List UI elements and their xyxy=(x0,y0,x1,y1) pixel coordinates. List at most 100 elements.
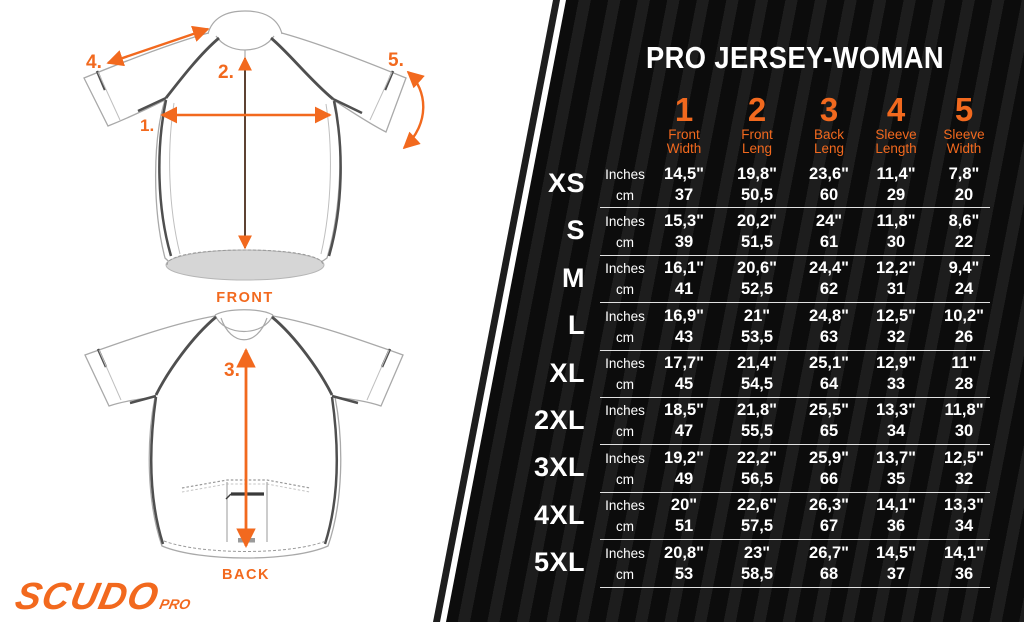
front-collar xyxy=(207,10,283,58)
value-cell: 49 xyxy=(674,469,694,488)
value-cell: 22 xyxy=(954,232,974,251)
value-cell: 16,9" xyxy=(664,306,704,325)
size-label: M xyxy=(562,262,585,293)
measure-3-label: 3. xyxy=(224,360,240,381)
cm-line: cm 51 57,5 67 36 34 xyxy=(530,516,997,538)
cm-line: cm 47 55,5 65 34 30 xyxy=(530,421,997,443)
row-divider xyxy=(600,444,990,446)
value-cell: 58,5 xyxy=(740,564,774,583)
size-label: 3XL xyxy=(533,452,585,483)
column-label-line1: Sleeve xyxy=(943,127,985,142)
value-cell: 20,6" xyxy=(737,259,777,278)
unit-label-inches: Inches xyxy=(605,356,645,372)
unit-label-cm: cm xyxy=(616,471,634,487)
value-cell: 53 xyxy=(674,564,694,583)
back-panel-lines xyxy=(98,349,390,401)
row-divider xyxy=(600,491,990,493)
unit-label-cm: cm xyxy=(616,424,634,440)
value-cell: 12,2" xyxy=(876,259,916,278)
column-number: 1 xyxy=(674,91,694,128)
value-cell: 20" xyxy=(670,496,698,515)
size-label: L xyxy=(568,310,585,341)
inches-line: Inches 15,3" 20,2" 24" 11,8" 8,6" xyxy=(530,210,997,232)
size-table: XS Inches 14,5" 19,8" 23,6" 11,4" 7,8" c… xyxy=(530,161,997,588)
cm-line: cm 39 51,5 61 30 22 xyxy=(530,231,997,253)
value-cell: 45 xyxy=(674,375,694,394)
size-row: XL Inches 17,7" 21,4" 25,1" 12,9" 11" cm… xyxy=(530,351,997,398)
value-cell: 66 xyxy=(819,469,839,488)
cm-line: cm 41 52,5 62 31 24 xyxy=(530,279,997,301)
value-cell: 26,3" xyxy=(809,496,849,515)
column-header: 3 Back Leng xyxy=(796,91,862,155)
value-cell: 13,3" xyxy=(944,496,984,515)
column-headers: 1 Front Width 2 Front Leng 3 Back Leng 4… xyxy=(530,91,997,155)
value-cell: 29 xyxy=(886,185,906,204)
inches-line: Inches 16,9" 21" 24,8" 12,5" 10,2" xyxy=(530,305,997,327)
back-collar xyxy=(214,309,274,341)
size-row: M Inches 16,1" 20,6" 24,4" 12,2" 9,4" cm… xyxy=(530,256,997,304)
value-cell: 24" xyxy=(815,211,843,230)
value-cell: 21,8" xyxy=(737,401,777,420)
value-cell: 24,8" xyxy=(809,306,849,325)
column-label-line1: Back xyxy=(813,127,844,142)
front-hem-inside xyxy=(165,249,325,281)
front-jersey-diagram: 1. 2. 4. 5. FRONT xyxy=(83,10,425,306)
value-cell: 16,1" xyxy=(664,259,704,278)
value-cell: 25,1" xyxy=(809,354,849,373)
inches-line: Inches 16,1" 20,6" 24,4" 12,2" 9,4" xyxy=(530,258,997,280)
value-cell: 18,5" xyxy=(664,401,704,420)
value-cell: 14,5" xyxy=(876,543,916,562)
value-cell: 14,1" xyxy=(944,543,984,562)
inches-line: Inches 20" 22,6" 26,3" 14,1" 13,3" xyxy=(530,495,997,517)
value-cell: 9,4" xyxy=(948,259,980,278)
size-row: 2XL Inches 18,5" 21,8" 25,5" 13,3" 11,8"… xyxy=(530,398,997,446)
brand-logo-sub: PRO xyxy=(158,596,192,612)
cm-line: cm 53 58,5 68 37 36 xyxy=(530,563,997,585)
value-cell: 43 xyxy=(674,327,694,346)
size-row: 3XL Inches 19,2" 22,2" 25,9" 13,7" 12,5"… xyxy=(530,445,997,493)
unit-label-cm: cm xyxy=(616,329,634,345)
value-cell: 51,5 xyxy=(740,232,774,251)
cm-line: cm 37 50,5 60 29 20 xyxy=(530,184,997,206)
value-cell: 37 xyxy=(886,564,906,583)
value-cell: 19,8" xyxy=(737,164,777,183)
unit-label-cm: cm xyxy=(616,234,634,250)
value-cell: 57,5 xyxy=(740,517,774,536)
back-jersey-outline xyxy=(84,315,404,559)
value-cell: 52,5 xyxy=(740,280,774,299)
size-row: 4XL Inches 20" 22,6" 26,3" 14,1" 13,3" c… xyxy=(530,493,997,541)
size-row: XS Inches 14,5" 19,8" 23,6" 11,4" 7,8" c… xyxy=(530,161,997,209)
row-divider xyxy=(600,254,990,256)
unit-label-inches: Inches xyxy=(605,308,645,324)
size-row: S Inches 15,3" 20,2" 24" 11,8" 8,6" cm 3… xyxy=(530,208,997,256)
row-divider xyxy=(600,349,990,351)
value-cell: 10,2" xyxy=(944,306,984,325)
inches-line: Inches 20,8" 23" 26,7" 14,5" 14,1" xyxy=(530,542,997,564)
unit-label-cm: cm xyxy=(616,519,634,535)
cm-line: cm 43 53,5 63 32 26 xyxy=(530,326,997,348)
brand-logo: SCUDOPRO xyxy=(11,576,196,619)
value-cell: 20,2" xyxy=(737,211,777,230)
value-cell: 20 xyxy=(954,185,974,204)
value-cell: 62 xyxy=(819,280,839,299)
front-hem-stitch xyxy=(166,249,324,266)
size-label: 2XL xyxy=(533,404,585,435)
value-cell: 61 xyxy=(819,232,839,251)
value-cell: 32 xyxy=(886,327,906,346)
size-row: L Inches 16,9" 21" 24,8" 12,5" 10,2" cm … xyxy=(530,303,997,351)
value-cell: 35 xyxy=(886,469,906,488)
column-header: 4 Sleeve Length xyxy=(863,91,929,155)
value-cell: 34 xyxy=(954,517,974,536)
value-cell: 11,8" xyxy=(944,401,984,420)
size-label: 4XL xyxy=(533,499,585,530)
cm-line: cm 49 56,5 66 35 32 xyxy=(530,468,997,490)
measure-1-label: 1. xyxy=(140,116,154,135)
unit-label-inches: Inches xyxy=(605,450,645,466)
column-number: 5 xyxy=(954,91,974,128)
size-label: S xyxy=(566,215,585,246)
value-cell: 14,1" xyxy=(876,496,916,515)
value-cell: 26 xyxy=(954,327,974,346)
measure-2-label: 2. xyxy=(218,62,234,83)
inches-line: Inches 19,2" 22,2" 25,9" 13,7" 12,5" xyxy=(530,447,997,469)
